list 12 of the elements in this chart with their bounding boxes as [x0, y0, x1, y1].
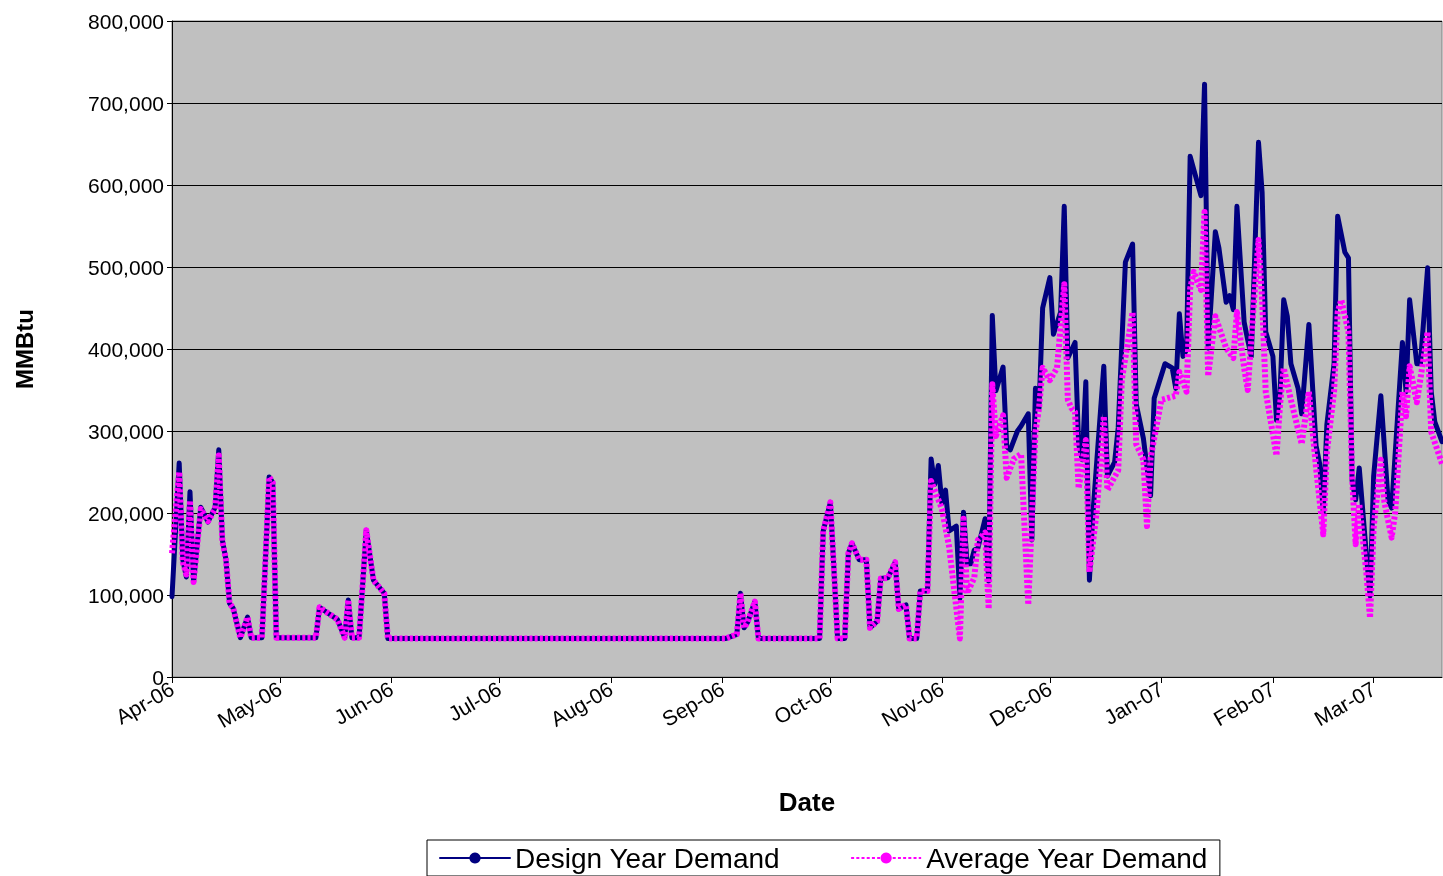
x-axis-title: Date: [778, 787, 836, 817]
y-tick-label: 400,000: [88, 337, 164, 361]
y-tick-label: 300,000: [88, 419, 164, 443]
y-tick-label: 500,000: [88, 255, 164, 279]
legend-label: Design Year Demand: [515, 842, 780, 874]
y-tick-label: 800,000: [88, 9, 164, 33]
y-axis-title: MMBtu: [10, 309, 38, 389]
y-tick-label: 600,000: [88, 173, 164, 197]
y-tick-label: 100,000: [88, 583, 164, 607]
legend-label: Average Year Demand: [926, 842, 1208, 874]
y-tick-label: 200,000: [88, 501, 164, 525]
y-tick-label: 700,000: [88, 91, 164, 115]
